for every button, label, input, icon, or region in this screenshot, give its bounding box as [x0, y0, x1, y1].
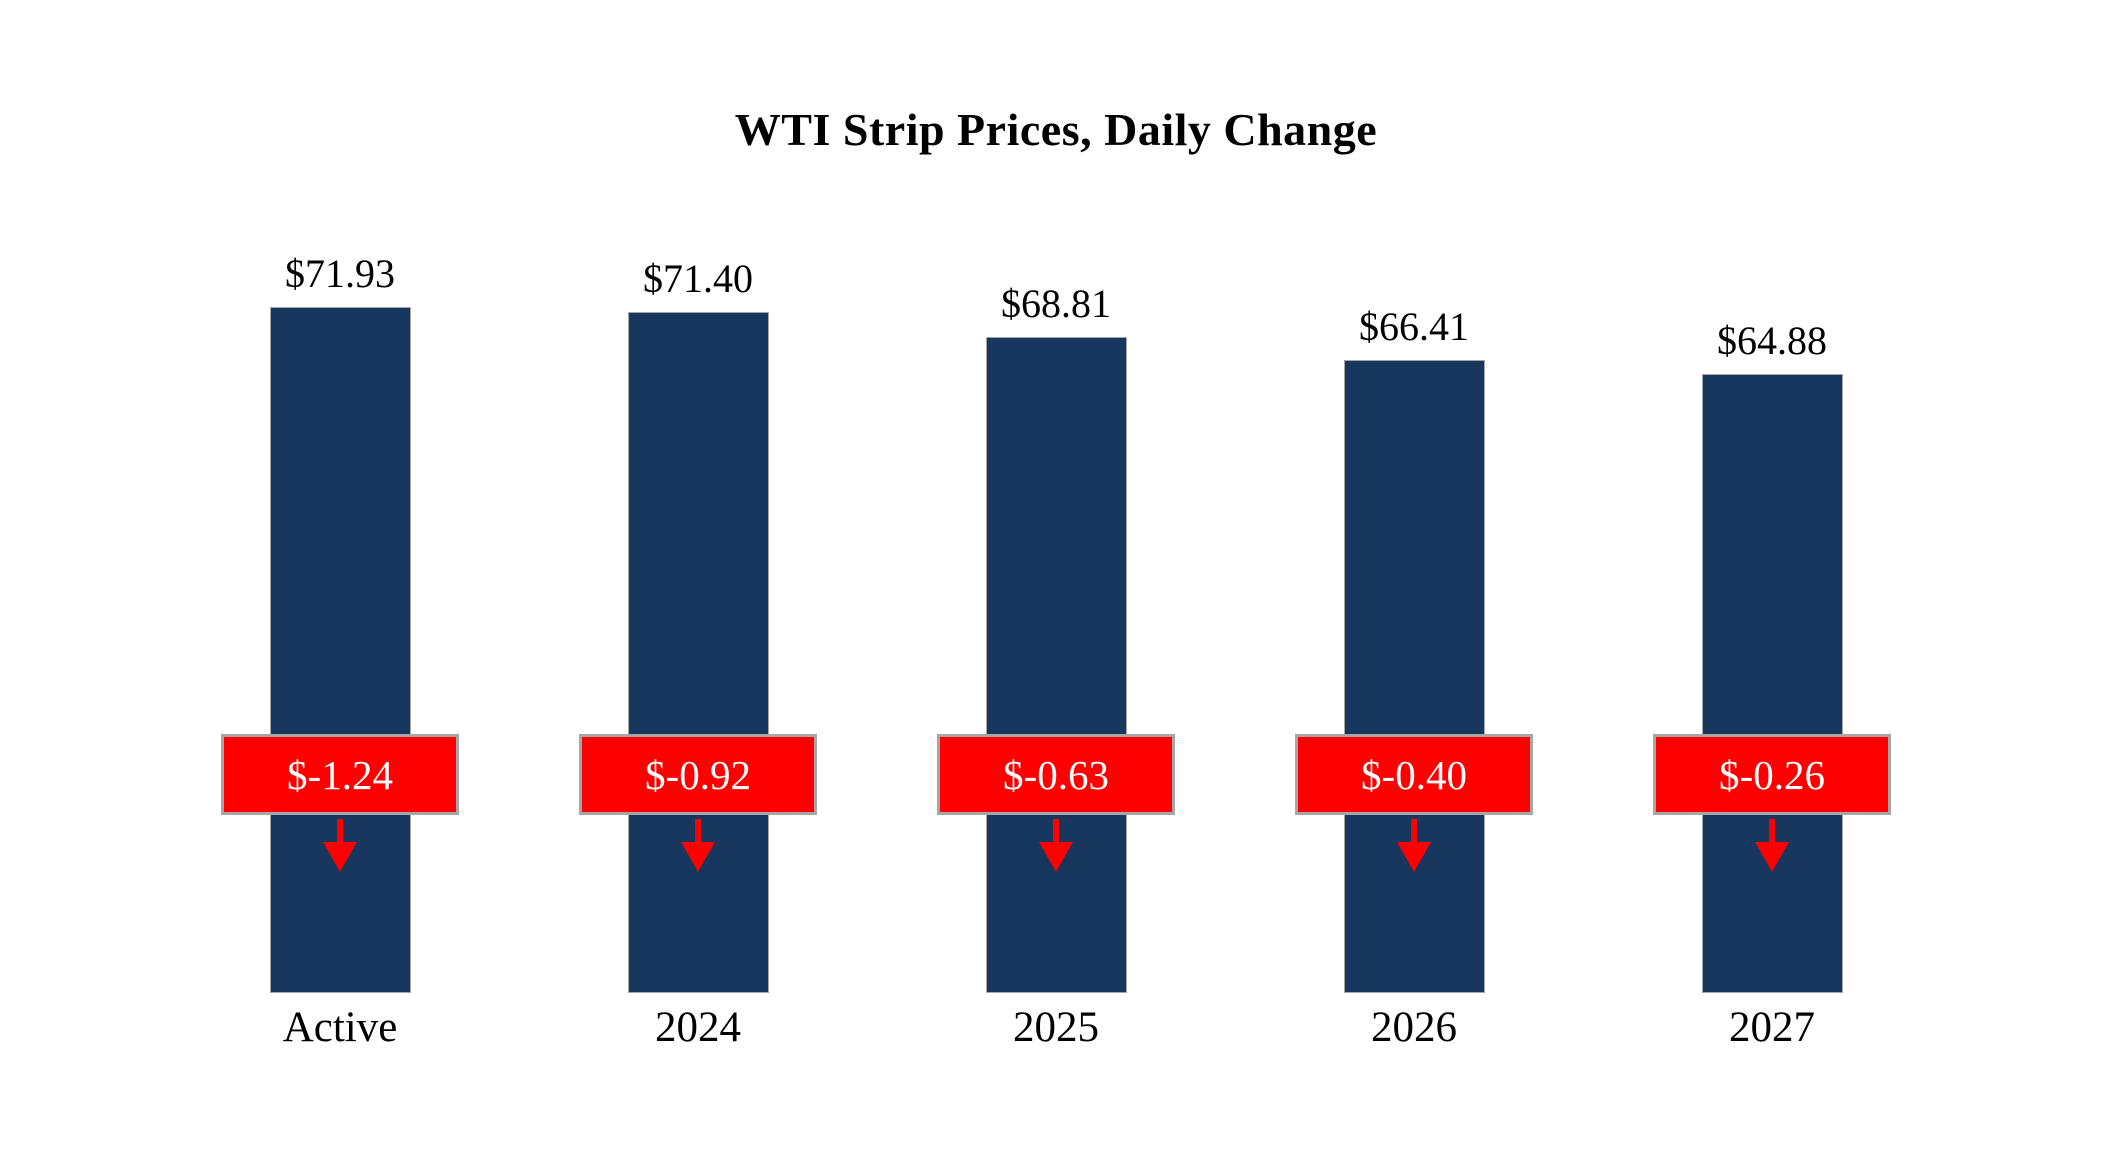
bar-group-2024: $71.40 $-0.92 2024: [579, 255, 817, 1051]
category-label: 2025: [1013, 1004, 1099, 1051]
bar-value-label: $64.88: [1717, 318, 1827, 363]
bar-value-label: $71.93: [285, 251, 395, 296]
bar-value-label: $68.81: [1001, 281, 1111, 326]
plot-area: $71.93 $-1.24 Active $71.40 $-0.92: [221, 250, 1891, 1051]
chart-title: WTI Strip Prices, Daily Change: [734, 104, 1378, 155]
category-label: Active: [282, 1004, 398, 1051]
category-label: 2026: [1371, 1004, 1457, 1051]
change-badge: $-1.24: [221, 734, 459, 815]
bar-active: [269, 307, 411, 993]
bar-group-2027: $64.88 $-0.26 2027: [1653, 317, 1891, 1051]
change-label: $-1.24: [287, 751, 393, 798]
change-label: $-0.92: [645, 751, 751, 798]
bar-group-2025: $68.81 $-0.63 2025: [937, 280, 1175, 1051]
bar-2024: [627, 312, 769, 993]
bar-value-label: $71.40: [643, 256, 753, 301]
change-badge: $-0.92: [579, 734, 817, 815]
down-arrow-icon: [1748, 819, 1796, 873]
bar-2025: [985, 337, 1127, 993]
down-arrow-icon: [316, 819, 364, 873]
category-label: 2024: [655, 1004, 741, 1051]
bar-value-label: $66.41: [1359, 304, 1469, 349]
change-label: $-0.63: [1003, 751, 1109, 798]
category-label: 2027: [1729, 1004, 1815, 1051]
change-badge: $-0.40: [1295, 734, 1533, 815]
change-badge: $-0.63: [937, 734, 1175, 815]
change-label: $-0.40: [1361, 751, 1467, 798]
change-badge: $-0.26: [1653, 734, 1891, 815]
down-arrow-icon: [1032, 819, 1080, 873]
bar-group-2026: $66.41 $-0.40 2026: [1295, 303, 1533, 1051]
bar-2026: [1343, 360, 1485, 993]
down-arrow-icon: [1390, 819, 1438, 873]
change-label: $-0.26: [1719, 751, 1825, 798]
down-arrow-icon: [674, 819, 722, 873]
bar-group-active: $71.93 $-1.24 Active: [221, 250, 459, 1051]
bar-2027: [1701, 374, 1843, 993]
